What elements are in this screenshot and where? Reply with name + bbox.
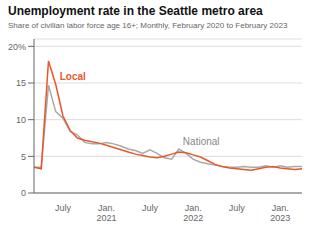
- svg-text:10: 10: [16, 115, 26, 125]
- svg-text:Jan.2021: Jan.2021: [96, 203, 116, 221]
- svg-text:July: July: [55, 203, 72, 213]
- html-text:Share of civilian labor force: Share of civilian labor force age 16+; M…: [8, 21, 288, 30]
- svg-text:15: 15: [16, 78, 26, 88]
- svg-text:5: 5: [21, 152, 26, 162]
- svg-text:Jan.2022: Jan.2022: [183, 203, 203, 221]
- svg-text:0: 0: [21, 188, 26, 198]
- svg-text:July: July: [142, 203, 159, 213]
- svg-text:20%: 20%: [8, 42, 26, 52]
- svg-text:July: July: [229, 203, 246, 213]
- svg-text:Local: Local: [60, 71, 86, 82]
- html-text:Unemployment rate in the Seatt: Unemployment rate in the Seattle metro a…: [8, 4, 263, 18]
- svg-text:Jan.2023: Jan.2023: [270, 203, 290, 221]
- svg-text:National: National: [183, 136, 220, 147]
